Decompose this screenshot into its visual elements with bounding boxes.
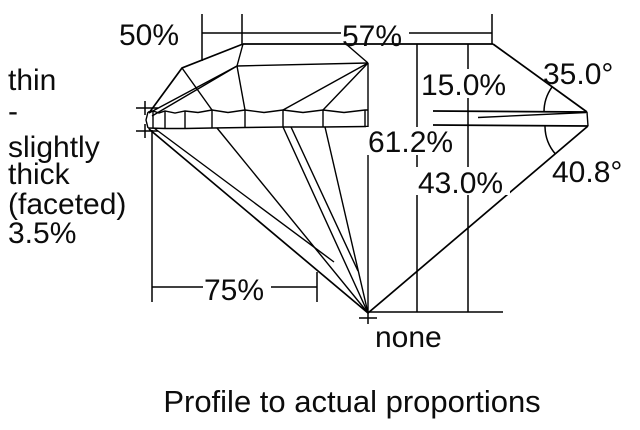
girdle-annotation-block: thin - slightly thick (faceted) 3.5% xyxy=(8,64,126,250)
pavilion-facet-line xyxy=(282,126,369,314)
pavilion-angle-arc xyxy=(544,125,557,155)
crown-facet-line xyxy=(345,43,369,64)
crown-silhouette-left xyxy=(148,43,244,114)
label-mask xyxy=(416,167,510,195)
girdle-annotation-line: thick xyxy=(8,158,71,191)
label-mask xyxy=(366,127,463,155)
diamond-outline xyxy=(148,43,589,314)
girdle-tip-left xyxy=(145,111,149,129)
pavilion-slope-right xyxy=(367,125,589,314)
crown-slope-right xyxy=(492,43,588,113)
girdle-wedge-line xyxy=(477,111,587,119)
measurement-lines xyxy=(136,14,557,324)
pavilion-facet-line xyxy=(290,126,359,272)
girdle-band-top xyxy=(147,109,368,114)
star-length-label: 50% xyxy=(119,19,179,52)
culet-label: none xyxy=(375,321,442,354)
girdle-annotation-line: (faceted) xyxy=(8,188,126,221)
lower-girdle-label: 75% xyxy=(204,274,264,307)
girdle-annotation-line: thin xyxy=(8,64,56,97)
table-width-label: 57% xyxy=(342,20,402,53)
pavilion-facets xyxy=(153,126,369,314)
crown-facet-line xyxy=(236,43,244,67)
labels: 50% 57% 15.0% 35.0° 61.2% 43.0% 40.8° 75… xyxy=(119,19,622,354)
crown-facet-line xyxy=(236,65,246,111)
crown-facet-line xyxy=(181,67,213,111)
pavilion-facet-line xyxy=(324,126,369,314)
crown-facet-line xyxy=(236,62,369,67)
figure-caption: Profile to actual proportions xyxy=(163,384,540,419)
pavilion-facet-line xyxy=(153,127,335,263)
girdle-annotation-line: 3.5% xyxy=(8,217,76,250)
crown-facet-line xyxy=(282,62,369,111)
girdle-band xyxy=(145,109,369,130)
girdle-annotation-line: - xyxy=(8,95,18,128)
crown-angle-arc xyxy=(543,86,553,113)
pavilion-silhouette-left xyxy=(148,128,369,314)
pavilion-angle-label: 40.8° xyxy=(552,156,622,189)
girdle-bottom-right xyxy=(432,124,589,127)
crown-angle-label: 35.0° xyxy=(543,58,613,91)
girdle-band-bottom xyxy=(147,125,369,130)
girdle-tip-edge xyxy=(586,111,589,127)
crown-facet-line xyxy=(151,65,238,117)
total-depth-label: 61.2% xyxy=(368,126,453,159)
label-mask xyxy=(420,69,508,98)
pavilion-depth-label: 43.0% xyxy=(418,167,503,200)
crown-height-label: 15.0% xyxy=(421,69,506,102)
crown-facet-line xyxy=(322,62,369,111)
girdle-annotation-line: slightly xyxy=(8,131,100,164)
girdle-top-right xyxy=(432,110,588,113)
crown-facets xyxy=(148,43,369,127)
pavilion-facet-line xyxy=(216,127,369,314)
